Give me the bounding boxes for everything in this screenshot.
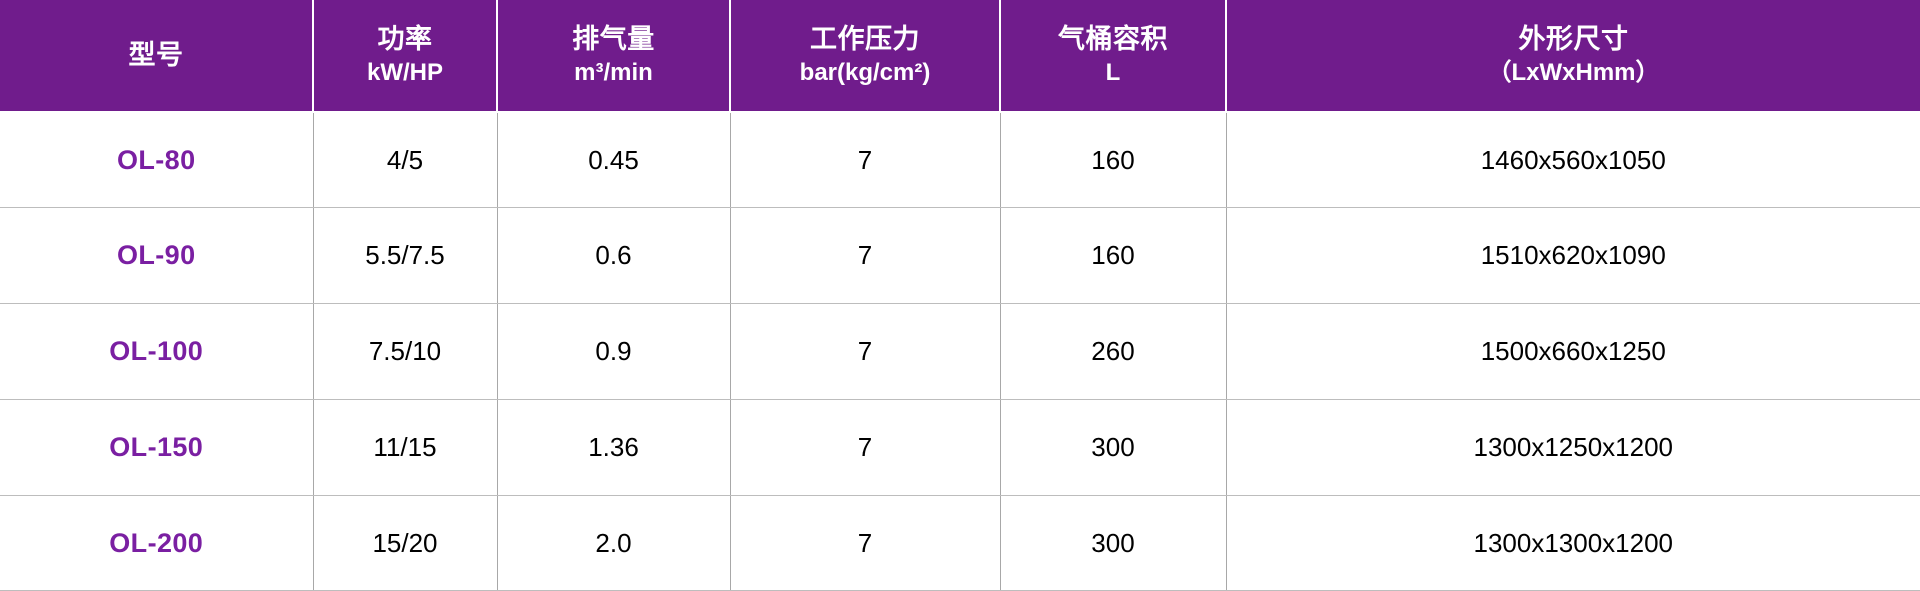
table-row: OL-150 11/15 1.36 7 300 1300x1250x1200 (0, 399, 1920, 496)
cell-model: OL-80 (0, 112, 314, 209)
cell-model: OL-90 (0, 207, 314, 305)
cell-displacement: 1.36 (497, 399, 731, 496)
cell-displacement: 0.9 (497, 303, 731, 400)
cell-power: 4/5 (313, 112, 498, 209)
column-header-tank-volume-sub: L (1105, 59, 1121, 87)
cell-pressure: 7 (730, 207, 1001, 305)
table-row: OL-200 15/20 2.0 7 300 1300x1300x1200 (0, 495, 1920, 591)
column-header-dimensions-main: 外形尺寸 (1518, 24, 1629, 55)
column-header-power: 功率 kW/HP (313, 0, 498, 113)
cell-power: 11/15 (313, 399, 498, 496)
column-header-tank-volume-main: 气桶容积 (1058, 24, 1168, 55)
cell-dimensions: 1300x1250x1200 (1226, 399, 1920, 496)
cell-model: OL-150 (0, 399, 314, 496)
cell-tank-volume: 160 (1000, 112, 1227, 209)
cell-dimensions: 1510x620x1090 (1226, 207, 1920, 305)
table-row: OL-80 4/5 0.45 7 160 1460x560x1050 (0, 112, 1920, 209)
column-header-dimensions: 外形尺寸 （LxWxHmm） (1226, 0, 1920, 113)
column-header-pressure-sub: bar(kg/cm²) (799, 59, 931, 87)
cell-power: 15/20 (313, 495, 498, 591)
cell-tank-volume: 160 (1000, 207, 1227, 305)
cell-displacement: 0.45 (497, 112, 731, 209)
header-row: 型号 功率 kW/HP 排气量 m³/min 工作压力 bar(kg/cm²) … (0, 0, 1920, 113)
column-header-displacement-main: 排气量 (572, 24, 655, 55)
cell-displacement: 2.0 (497, 495, 731, 591)
cell-pressure: 7 (730, 495, 1001, 591)
cell-tank-volume: 260 (1000, 303, 1227, 400)
column-header-power-main: 功率 (377, 24, 433, 55)
column-header-displacement-sub: m³/min (574, 59, 653, 87)
column-header-pressure: 工作压力 bar(kg/cm²) (730, 0, 1001, 113)
cell-model: OL-200 (0, 495, 314, 591)
column-header-model-main: 型号 (128, 40, 184, 71)
cell-pressure: 7 (730, 303, 1001, 400)
cell-model: OL-100 (0, 303, 314, 400)
cell-tank-volume: 300 (1000, 495, 1227, 591)
cell-dimensions: 1300x1300x1200 (1226, 495, 1920, 591)
column-header-power-sub: kW/HP (366, 59, 443, 87)
column-header-pressure-main: 工作压力 (810, 24, 920, 55)
column-header-dimensions-sub: （LxWxHmm） (1487, 59, 1660, 87)
column-header-model: 型号 (0, 0, 314, 113)
table-row: OL-100 7.5/10 0.9 7 260 1500x660x1250 (0, 303, 1920, 400)
table-header: 型号 功率 kW/HP 排气量 m³/min 工作压力 bar(kg/cm²) … (0, 0, 1920, 113)
table-row: OL-90 5.5/7.5 0.6 7 160 1510x620x1090 (0, 207, 1920, 305)
cell-power: 5.5/7.5 (313, 207, 498, 305)
cell-displacement: 0.6 (497, 207, 731, 305)
cell-dimensions: 1500x660x1250 (1226, 303, 1920, 400)
cell-tank-volume: 300 (1000, 399, 1227, 496)
column-header-tank-volume: 气桶容积 L (1000, 0, 1227, 113)
cell-power: 7.5/10 (313, 303, 498, 400)
cell-pressure: 7 (730, 399, 1001, 496)
cell-pressure: 7 (730, 112, 1001, 209)
table-body: OL-80 4/5 0.45 7 160 1460x560x1050 OL-90… (0, 112, 1920, 591)
column-header-displacement: 排气量 m³/min (497, 0, 731, 113)
cell-dimensions: 1460x560x1050 (1226, 112, 1920, 209)
